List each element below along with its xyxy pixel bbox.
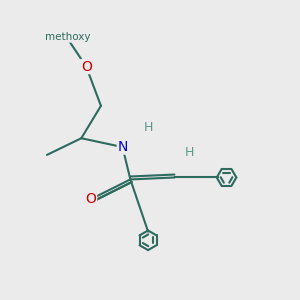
Text: methoxy: methoxy (45, 32, 91, 42)
Text: H: H (184, 146, 194, 159)
Text: O: O (86, 192, 97, 206)
Text: O: O (81, 60, 92, 74)
Text: N: N (117, 140, 128, 154)
Text: methoxy: methoxy (63, 37, 70, 38)
Text: H: H (143, 121, 153, 134)
